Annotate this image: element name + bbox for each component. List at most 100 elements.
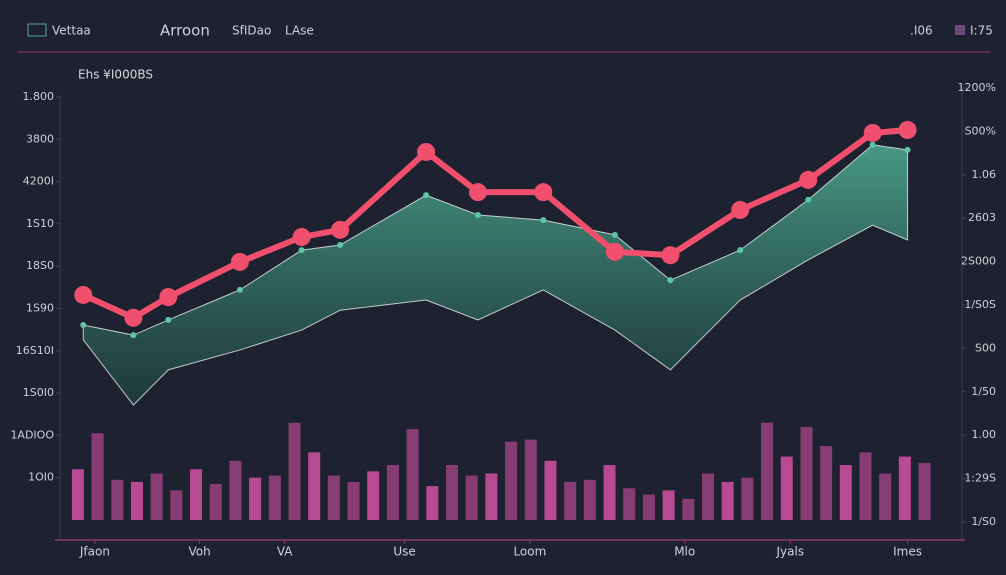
header-text: .I06 xyxy=(910,24,933,38)
y2-tick-label: 2S000 xyxy=(961,255,996,268)
bar xyxy=(347,481,360,520)
area-point xyxy=(80,321,87,328)
bar xyxy=(603,465,616,520)
line-marker xyxy=(124,308,143,327)
bar xyxy=(780,456,793,520)
bar xyxy=(524,439,537,520)
area-point xyxy=(904,146,911,153)
y2-tick-label: 1.00 xyxy=(972,428,997,441)
y-tick-label: 1S10 xyxy=(26,217,54,230)
bar xyxy=(820,445,833,520)
y2-tick-label: 1200% xyxy=(958,81,996,94)
bar xyxy=(721,481,734,520)
bar xyxy=(150,473,163,520)
area-point xyxy=(869,141,876,148)
bar xyxy=(918,462,931,520)
y2-tick-label: S00% xyxy=(965,124,996,137)
bar xyxy=(288,422,301,520)
line-marker xyxy=(863,123,882,142)
area-point xyxy=(165,316,172,323)
y2-tick-label: S00 xyxy=(975,341,996,354)
bar xyxy=(741,477,754,520)
y-tick-label: 1OI0 xyxy=(28,471,54,484)
bar xyxy=(446,465,459,520)
area-point xyxy=(540,217,547,224)
area-point xyxy=(474,212,481,219)
header-text: Arroon xyxy=(160,22,210,40)
bar xyxy=(583,479,596,520)
y2-tick-label: 1:29S xyxy=(964,472,996,485)
bar xyxy=(327,475,340,520)
line-marker xyxy=(534,183,553,202)
y-tick-label: 3800 xyxy=(26,132,54,145)
line-marker xyxy=(661,246,680,265)
bar xyxy=(564,481,577,520)
area-point xyxy=(737,247,744,254)
header-icon xyxy=(955,25,965,35)
line-marker xyxy=(292,228,311,247)
y-tick-label: 1S0I0 xyxy=(23,386,54,399)
bar xyxy=(91,433,104,520)
bar xyxy=(701,473,714,520)
x-tick-label: VA xyxy=(277,545,293,559)
bar xyxy=(859,452,872,520)
bar xyxy=(308,452,321,520)
area-point xyxy=(130,332,137,339)
line-marker xyxy=(468,183,487,202)
bar xyxy=(209,484,222,520)
x-tick-label: Use xyxy=(393,545,415,559)
bar xyxy=(367,471,380,520)
bar xyxy=(485,473,498,520)
y2-tick-label: 1/50 xyxy=(971,385,996,398)
line-marker xyxy=(74,285,93,304)
line-marker xyxy=(417,142,436,161)
header-icon xyxy=(27,23,47,37)
bar xyxy=(682,498,695,520)
chart-subtitle: Ehs ¥I000BS xyxy=(78,68,153,82)
line-marker xyxy=(898,120,917,139)
bar xyxy=(268,475,281,520)
area-point xyxy=(423,192,430,199)
bar xyxy=(898,456,911,520)
area-point xyxy=(667,277,674,284)
line-marker xyxy=(230,252,249,271)
bar xyxy=(642,494,655,520)
header-text: Vettaa xyxy=(52,24,91,38)
area-point xyxy=(611,231,618,238)
bar xyxy=(130,481,143,520)
bar xyxy=(879,473,892,520)
line-marker xyxy=(731,200,750,219)
bar xyxy=(662,490,675,520)
y-tick-label: 18S0 xyxy=(26,259,54,272)
line-marker xyxy=(799,170,818,189)
x-tick-label: Voh xyxy=(189,545,211,559)
header-text: LAse xyxy=(285,24,314,38)
line-marker xyxy=(605,242,624,261)
bar xyxy=(800,426,813,520)
bar xyxy=(71,469,84,520)
x-tick-label: Loom xyxy=(513,545,546,559)
y2-tick-label: 1/S0S xyxy=(964,298,996,311)
y-tick-label: 16S10I xyxy=(16,344,54,357)
bar xyxy=(111,479,124,520)
bar xyxy=(386,465,399,520)
bar xyxy=(761,422,774,520)
y2-tick-label: 1/S0 xyxy=(971,515,996,528)
bar xyxy=(839,465,852,520)
bar xyxy=(406,429,419,520)
bar xyxy=(170,490,183,520)
bar xyxy=(465,475,478,520)
y-tick-label: 1.800 xyxy=(23,90,55,103)
bar xyxy=(505,441,518,520)
header-text: I:75 xyxy=(970,24,993,38)
bar xyxy=(190,469,203,520)
bar xyxy=(426,486,439,520)
area-point xyxy=(337,242,344,249)
header-text: SfIDao xyxy=(232,24,271,38)
bar xyxy=(249,477,262,520)
area-point xyxy=(805,196,812,203)
x-tick-label: Mlo xyxy=(674,545,695,559)
x-tick-label: Imes xyxy=(893,545,922,559)
y-tick-label: 1ADIOO xyxy=(10,428,54,441)
